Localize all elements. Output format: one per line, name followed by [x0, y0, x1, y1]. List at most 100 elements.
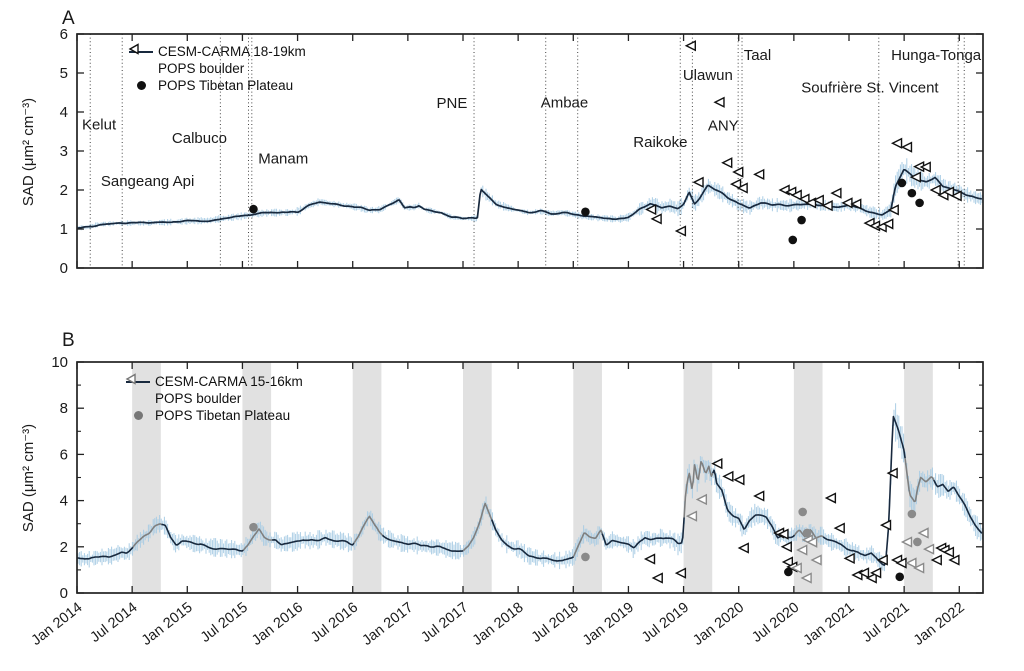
- panel-a-legend: CESM-CARMA 18-19km POPS boulder POPS Tib…: [128, 43, 306, 94]
- circle-marker-icon: [125, 411, 151, 420]
- season-band: [463, 362, 492, 593]
- pops-boulder-marker: [882, 218, 894, 230]
- pops-boulder-marker: [833, 522, 845, 534]
- pops-boulder-marker: [804, 197, 817, 209]
- model-line: [271, 536, 355, 546]
- pops-tibetan-marker: [788, 235, 798, 245]
- model-line: [242, 528, 273, 551]
- eruption-label: PNE: [437, 95, 468, 112]
- pops-boulder-marker: [685, 510, 698, 522]
- pops-boulder-marker: [942, 546, 955, 558]
- model-line: [822, 415, 906, 566]
- eruption-label: Calbuco: [172, 130, 227, 147]
- model-line: [353, 515, 384, 544]
- pops-boulder-marker: [729, 178, 742, 190]
- pops-boulder-marker: [713, 96, 725, 108]
- x-tick-label: Jul 2019: [639, 600, 692, 646]
- panel-b-ylabel: SAD (μm² cm⁻³): [20, 423, 37, 533]
- pops-boulder-marker: [733, 474, 745, 486]
- x-tick-label: Jan 2015: [139, 600, 196, 649]
- circle-marker-icon: [128, 81, 154, 90]
- legend-row-boulder: POPS boulder: [125, 373, 303, 407]
- pops-tibetan-marker: [249, 522, 258, 532]
- legend-row-tibetan: POPS Tibetan Plateau: [125, 407, 303, 424]
- pops-boulder-marker: [876, 554, 888, 566]
- y-tick-label: 8: [60, 400, 68, 417]
- eruption-label: Soufrière St. Vincent: [801, 80, 939, 97]
- pops-boulder-marker: [890, 137, 903, 149]
- pops-boulder-marker: [919, 161, 931, 173]
- panel-a-letter: A: [62, 8, 75, 29]
- model-line: [132, 523, 162, 548]
- pops-tibetan-marker: [915, 198, 924, 208]
- y-tick-label: 2: [60, 182, 68, 199]
- pops-boulder-marker: [909, 171, 921, 183]
- pops-boulder-marker: [850, 198, 862, 210]
- eruption-label: Taal: [744, 47, 772, 64]
- season-band: [242, 362, 272, 593]
- eruption-label: Kelut: [82, 117, 117, 134]
- legend-label: POPS Tibetan Plateau: [158, 78, 294, 93]
- pops-boulder-marker: [711, 458, 723, 470]
- x-tick-label: Jan 2019: [580, 600, 637, 649]
- pops-boulder-marker: [732, 166, 744, 178]
- y-tick-label: 5: [60, 65, 68, 82]
- legend-row-model: CESM-CARMA 15-16km: [125, 373, 303, 390]
- pops-tibetan-marker: [897, 178, 907, 188]
- pops-boulder-marker: [917, 527, 929, 539]
- panel-b-letter: B: [62, 330, 75, 351]
- pops-tibetan-marker: [907, 509, 917, 519]
- eruption-label: Manam: [258, 150, 308, 167]
- model-line: [711, 469, 796, 539]
- pops-boulder-marker: [736, 182, 748, 194]
- pops-boulder-marker: [650, 213, 662, 225]
- eruption-label: Sangeang Api: [101, 173, 194, 190]
- x-tick-label: Jan 2022: [911, 600, 968, 649]
- y-tick-label: 10: [51, 354, 68, 371]
- y-tick-label: 6: [60, 26, 68, 43]
- model-line: [572, 529, 603, 557]
- pops-boulder-marker: [798, 193, 810, 205]
- pops-boulder-marker: [900, 536, 913, 548]
- pops-boulder-marker: [810, 554, 822, 566]
- model-line: [462, 502, 493, 552]
- model-line: [490, 519, 575, 562]
- pops-boulder-marker: [643, 553, 656, 565]
- eruption-label: Ulawun: [683, 67, 733, 84]
- pops-boulder-marker: [695, 493, 708, 506]
- pops-tibetan-marker: [802, 528, 812, 538]
- pops-boulder-marker: [812, 194, 824, 206]
- x-tick-label: Jan 2018: [470, 600, 527, 649]
- pops-boulder-marker: [722, 470, 734, 482]
- uncertainty-envelope: [77, 403, 983, 572]
- eruption-label: Raikoke: [633, 134, 687, 151]
- y-tick-label: 0: [60, 585, 68, 602]
- pops-boulder-marker: [865, 572, 877, 584]
- pops-boulder-marker: [913, 562, 925, 574]
- pops-boulder-marker: [922, 543, 935, 555]
- pops-boulder-marker: [886, 467, 898, 479]
- pops-boulder-marker: [753, 490, 765, 502]
- pops-tibetan-marker: [907, 188, 917, 198]
- model-line: [161, 523, 244, 552]
- x-tick-label: Jul 2020: [749, 600, 802, 646]
- x-tick-label: Jul 2015: [198, 600, 251, 646]
- pops-boulder-marker: [721, 157, 733, 169]
- y-tick-label: 4: [60, 493, 68, 510]
- pops-boulder-marker: [753, 168, 765, 181]
- model-line: [683, 461, 714, 518]
- season-band: [793, 362, 823, 593]
- pops-boulder-marker: [950, 190, 962, 202]
- pops-tibetan-marker: [784, 567, 793, 577]
- x-tick-label: Jan 2017: [359, 600, 416, 649]
- model-line: [904, 458, 935, 503]
- pops-boulder-marker: [780, 541, 792, 553]
- legend-row-boulder: POPS boulder: [128, 43, 306, 77]
- line-sample-icon: [128, 50, 154, 53]
- pops-boulder-marker: [879, 519, 892, 531]
- y-tick-label: 2: [60, 539, 68, 556]
- season-band: [352, 362, 382, 593]
- pops-boulder-marker: [806, 536, 818, 548]
